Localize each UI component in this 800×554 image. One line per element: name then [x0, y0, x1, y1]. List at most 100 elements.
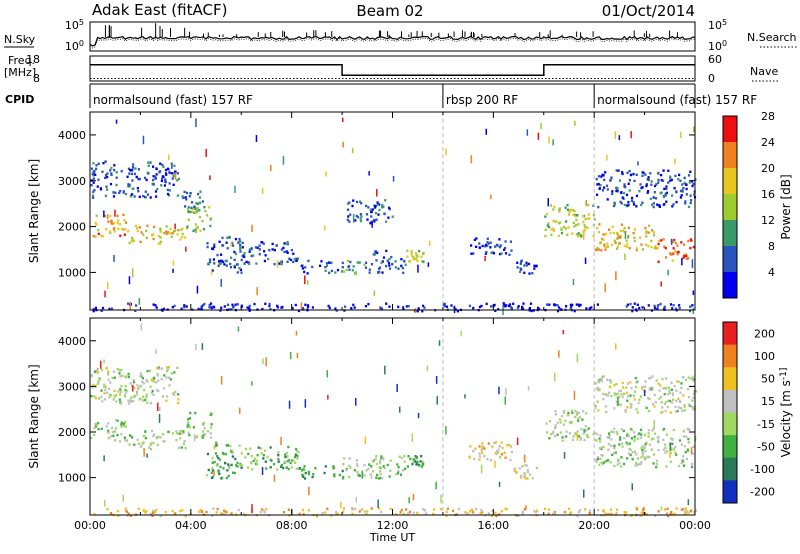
power-echo-cell [401, 266, 404, 270]
power-echo-cell [250, 254, 253, 258]
power-echo-cell [652, 196, 655, 199]
power-scatter-cell [417, 264, 419, 273]
power-echo-cell [664, 246, 667, 250]
power-echo-cell [689, 305, 692, 308]
velocity-colorbar-tick: 50 [761, 373, 775, 386]
power-echo-cell [575, 218, 578, 222]
velocity-echo-cell [160, 378, 163, 381]
velocity-echo-cell [151, 389, 154, 393]
velocity-echo-cell [141, 399, 144, 402]
velocity-echo-cell [616, 463, 619, 466]
power-echo-cell [687, 257, 690, 260]
power-echo-cell [635, 194, 639, 198]
velocity-scatter-cell [361, 470, 363, 479]
power-echo-cell [250, 248, 253, 251]
power-echo-cell [381, 260, 384, 263]
power-echo-cell [144, 190, 147, 193]
power-echo-cell [94, 235, 97, 238]
power-echo-cell [584, 225, 587, 229]
velocity-echo-cell [180, 429, 183, 433]
velocity-echo-cell [144, 437, 147, 440]
power-echo-cell [611, 190, 614, 193]
velocity-echo-cell [232, 471, 235, 474]
power-echo-cell [127, 230, 130, 233]
power-echo-cell [585, 307, 588, 310]
velocity-echo-cell [615, 430, 618, 434]
power-echo-cell [404, 263, 407, 266]
power-echo-cell [120, 170, 123, 173]
velocity-echo-cell [623, 436, 626, 440]
velocity-echo-cell [601, 375, 604, 378]
power-echo-cell [574, 213, 577, 217]
velocity-echo-cell [647, 377, 651, 380]
velocity-echo-cell [94, 425, 97, 428]
velocity-echo-cell [640, 386, 644, 389]
power-echo-cell [230, 256, 233, 259]
power-echo-cell [171, 177, 174, 180]
power-scatter-cell [113, 254, 115, 262]
velocity-echo-cell [296, 454, 299, 458]
power-echo-cell [113, 230, 116, 233]
velocity-echo-cell [122, 424, 125, 427]
power-echo-cell [229, 266, 233, 269]
power-scatter-cell [256, 287, 258, 296]
power-echo-cell [165, 225, 168, 228]
power-echo-cell [689, 201, 692, 205]
power-echo-cell [676, 251, 679, 254]
velocity-echo-cell [620, 456, 623, 459]
power-echo-cell [204, 209, 207, 213]
power-echo-cell [560, 227, 563, 230]
power-echo-cell [152, 182, 155, 186]
velocity-echo-cell [163, 374, 166, 377]
power-echo-cell [378, 208, 381, 212]
power-echo-cell [92, 190, 95, 194]
power-echo-cell [559, 221, 562, 224]
power-echo-cell [652, 231, 655, 234]
velocity-echo-cell [177, 398, 180, 401]
power-echo-cell [355, 200, 359, 204]
power-echo-cell [485, 302, 488, 306]
power-echo-cell [580, 233, 583, 237]
power-echo-cell [508, 303, 512, 306]
station-title: Adak East (fitACF) [92, 1, 227, 19]
power-echo-cell [218, 240, 221, 243]
power-echo-cell [494, 309, 497, 312]
power-echo-cell [382, 256, 386, 259]
velocity-echo-cell [348, 457, 351, 460]
velocity-echo-cell [155, 435, 158, 439]
velocity-echo-cell [692, 396, 695, 399]
velocity-echo-cell [570, 511, 573, 514]
velocity-echo-cell [651, 402, 654, 406]
velocity-echo-cell [619, 436, 622, 439]
velocity-scatter-cell [316, 513, 318, 518]
power-echo-cell [602, 238, 605, 241]
velocity-echo-cell [383, 466, 386, 470]
velocity-echo-cell [145, 396, 148, 399]
power-echo-cell [376, 203, 379, 206]
velocity-scatter-cell [562, 330, 565, 335]
velocity-echo-cell [556, 421, 559, 424]
power-echo-cell [478, 305, 482, 309]
velocity-echo-cell [683, 409, 686, 412]
power-echo-cell [516, 266, 519, 269]
power-echo-cell [616, 187, 619, 190]
velocity-echo-cell [302, 467, 305, 471]
velocity-echo-cell [294, 461, 297, 464]
power-echo-cell [655, 183, 658, 186]
velocity-echo-cell [574, 409, 577, 413]
power-echo-cell [355, 272, 358, 275]
velocity-echo-cell [145, 393, 148, 396]
velocity-echo-cell [198, 510, 201, 513]
power-echo-cell [341, 266, 344, 269]
velocity-echo-cell [578, 509, 582, 512]
velocity-echo-cell [117, 390, 120, 393]
velocity-echo-cell [644, 443, 647, 446]
power-echo-cell [489, 241, 492, 244]
velocity-echo-cell [133, 443, 136, 446]
velocity-echo-cell [432, 508, 436, 511]
power-echo-cell [335, 309, 338, 312]
power-echo-cell [243, 255, 246, 259]
power-echo-cell [238, 267, 241, 270]
velocity-echo-cell [639, 436, 642, 439]
velocity-echo-cell [414, 455, 417, 458]
